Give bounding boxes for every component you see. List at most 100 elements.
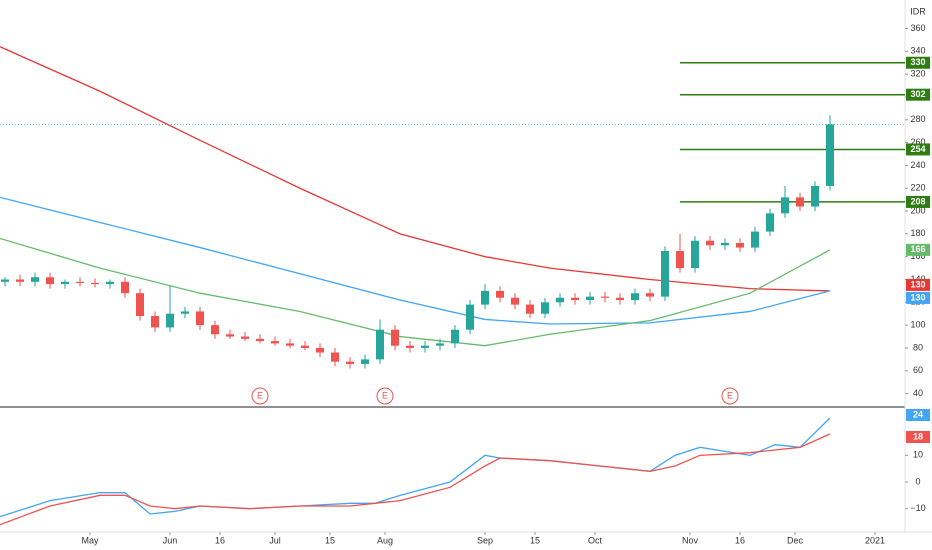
candle-body [451,329,459,344]
x-tick-label: Nov [682,535,699,545]
candle-body [601,296,609,298]
candle-body [586,296,594,301]
x-tick-label: 16 [215,535,225,545]
candle-body [436,343,444,346]
candle-body [661,250,669,297]
candle-body [676,250,684,269]
candle-body [826,124,834,186]
y-tick-label: 200 [910,205,925,215]
candle-body [781,197,789,214]
x-tick-label: May [81,535,99,545]
candle-body [646,293,654,297]
x-tick-label: 15 [530,535,540,545]
candle-body [571,297,579,301]
y-tick-label: 180 [910,228,925,238]
candle-body [316,347,324,353]
x-tick-label: Jun [163,535,178,545]
candle-body [76,281,84,283]
candle-body [166,313,174,328]
x-tick-label: Sep [477,535,493,545]
y-tick-label: 360 [910,23,925,33]
candle-body [286,343,294,346]
candle-body [256,338,264,342]
candle-body [196,311,204,326]
value-tag-label: 18 [913,431,923,441]
level-tag-label: 330 [910,57,925,67]
y-tick-label: 140 [910,274,925,284]
candle-body [271,341,279,344]
y-tick-label: 240 [910,160,925,170]
level-tag [906,88,930,101]
candle-body [16,279,24,282]
value-tag-label: 166 [910,244,925,254]
value-tag-label: 24 [913,409,923,419]
candle-body [211,325,219,335]
candle-body [496,290,504,298]
level-tag-label: 208 [910,196,925,206]
oscillator-line [0,433,831,526]
osc-tick-label: 10 [913,450,923,460]
x-tick-label: Jul [269,535,281,545]
value-tag [906,278,930,291]
candle-body [91,282,99,285]
candle-body [556,297,564,303]
x-tick-label: Aug [377,535,393,545]
candle-body [61,281,69,285]
candle-body [481,290,489,305]
y-tick-label: 100 [910,320,925,330]
candle-body [721,243,729,246]
y-tick-label: 340 [910,46,925,56]
candle-body [331,352,339,362]
y-tick-label: 60 [913,365,923,375]
candle-body [391,329,399,346]
y-tick-label: 220 [910,183,925,193]
candle-body [811,185,819,207]
value-tag-label: 130 [910,292,925,302]
candle-body [706,240,714,246]
level-tag-label: 302 [910,89,925,99]
y-tick-label: 40 [913,388,923,398]
candle-body [526,304,534,314]
candle-body [766,213,774,232]
candle-body [616,297,624,301]
candle-body [346,361,354,364]
currency-label: IDR [910,6,926,16]
oscillator-line [0,417,831,518]
candle-body [136,293,144,317]
moving-average [0,46,831,292]
candle-body [181,311,189,314]
candle-body [241,336,249,339]
candle-body [511,297,519,305]
x-tick-label: Oct [588,535,603,545]
candle-body [121,281,129,294]
moving-average [0,237,831,347]
candle-body [751,231,759,248]
candle-body [736,243,744,248]
candle-body [466,304,474,330]
candle-body [691,240,699,269]
candle-body [361,359,369,364]
y-tick-label: 280 [910,114,925,124]
x-tick-label: 2021 [865,535,885,545]
candle-body [376,329,384,360]
candle-body [541,302,549,314]
level-tag [906,195,930,208]
earnings-label: E [257,390,263,400]
osc-tick-label: 0 [915,476,920,486]
candle-body [31,277,39,282]
candle-body [151,316,159,328]
moving-average [0,196,831,325]
candle-body [406,345,414,348]
level-tag [906,56,930,69]
candle-body [1,279,9,282]
x-tick-label: Dec [787,535,804,545]
osc-tick-label: −10 [910,503,925,513]
value-tag [906,409,930,421]
x-tick-label: 16 [735,535,745,545]
earnings-label: E [727,390,733,400]
candle-body [796,197,804,207]
candle-body [421,345,429,348]
y-tick-label: 80 [913,342,923,352]
level-tag-label: 254 [910,144,925,154]
